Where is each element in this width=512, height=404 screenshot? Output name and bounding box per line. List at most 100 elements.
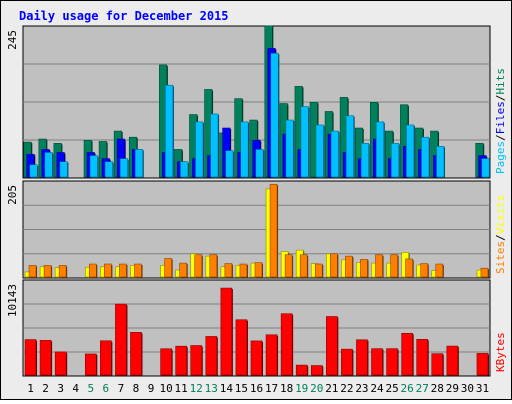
bar-pages-day-3 bbox=[59, 161, 68, 178]
legend-item-visits: Visits bbox=[494, 195, 507, 235]
legend-item-sites: Sites bbox=[494, 241, 507, 274]
x-tick-label-23: 23 bbox=[355, 382, 368, 395]
bar-pages-day-21 bbox=[330, 130, 339, 178]
bar-kbytes-day-24 bbox=[371, 348, 383, 376]
bar-pages-day-8 bbox=[134, 149, 144, 178]
bar-kbytes-day-21 bbox=[326, 316, 338, 376]
bar-pages-day-2 bbox=[44, 152, 53, 178]
legend-top: Pages/Files/Hits bbox=[494, 68, 507, 174]
bar-pages-day-1 bbox=[29, 164, 38, 178]
bar-kbytes-day-18 bbox=[280, 313, 293, 376]
bar-sites-day-18 bbox=[284, 254, 293, 278]
x-tick-label-18: 18 bbox=[280, 382, 293, 395]
x-tick-label-30: 30 bbox=[461, 382, 474, 395]
bar-kbytes-day-23 bbox=[356, 339, 368, 376]
bar-pages-day-6 bbox=[104, 161, 113, 178]
legend-bottom: KBytes bbox=[494, 332, 507, 372]
bar-kbytes-day-11 bbox=[175, 345, 187, 376]
bar-pages-day-12 bbox=[195, 121, 204, 178]
y-max-label: 10143 bbox=[6, 284, 19, 317]
bar-kbytes-day-10 bbox=[160, 348, 172, 376]
x-tick-label-13: 13 bbox=[205, 382, 218, 395]
x-tick-label-29: 29 bbox=[446, 382, 459, 395]
bar-sites-day-23 bbox=[360, 259, 368, 278]
bar-kbytes-day-15 bbox=[235, 319, 248, 376]
bar-kbytes-day-25 bbox=[386, 348, 398, 376]
x-tick-label-24: 24 bbox=[370, 382, 384, 395]
legend-separator: / bbox=[494, 95, 507, 102]
bar-sites-day-21 bbox=[330, 253, 338, 278]
bar-kbytes-day-6 bbox=[100, 340, 112, 376]
bar-pages-day-31 bbox=[481, 158, 490, 178]
legend-item-hits: Hits bbox=[494, 68, 507, 95]
bar-sites-day-14 bbox=[224, 263, 233, 278]
x-tick-label-4: 4 bbox=[72, 382, 79, 395]
x-tick-label-7: 7 bbox=[118, 382, 125, 395]
panel-visits-sites: 205 bbox=[6, 180, 491, 279]
x-tick-label-3: 3 bbox=[57, 382, 64, 395]
bar-sites-day-8 bbox=[134, 263, 142, 278]
bar-kbytes-day-12 bbox=[190, 345, 203, 376]
bar-sites-day-5 bbox=[88, 263, 97, 278]
bar-sites-day-12 bbox=[194, 254, 203, 278]
bar-kbytes-day-16 bbox=[250, 340, 263, 376]
x-tick-label-15: 15 bbox=[235, 382, 248, 395]
x-tick-label-5: 5 bbox=[87, 382, 94, 395]
legend-separator: / bbox=[494, 234, 507, 241]
legend-middle: Sites/Visits bbox=[494, 195, 507, 275]
x-tick-label-8: 8 bbox=[133, 382, 140, 395]
bar-kbytes-day-8 bbox=[130, 332, 142, 376]
bar-pages-day-13 bbox=[210, 113, 219, 178]
bar-pages-day-25 bbox=[391, 143, 400, 178]
bar-kbytes-day-29 bbox=[446, 345, 459, 376]
legend-separator: / bbox=[494, 134, 507, 141]
bar-kbytes-day-13 bbox=[205, 336, 218, 376]
bar-pages-day-14 bbox=[225, 150, 234, 178]
bar-kbytes-day-1 bbox=[24, 339, 37, 376]
bar-pages-day-20 bbox=[315, 124, 324, 178]
x-tick-label-14: 14 bbox=[220, 382, 234, 395]
bar-kbytes-day-27 bbox=[416, 339, 429, 376]
bar-sites-day-6 bbox=[104, 263, 112, 278]
x-tick-label-10: 10 bbox=[159, 382, 172, 395]
x-tick-label-17: 17 bbox=[265, 382, 278, 395]
bar-sites-day-15 bbox=[239, 263, 248, 278]
chart-title: Daily usage for December 2015 bbox=[19, 9, 229, 23]
bar-sites-day-25 bbox=[390, 254, 398, 278]
bar-sites-day-17 bbox=[269, 184, 278, 278]
y-max-label: 245 bbox=[6, 30, 19, 50]
bar-pages-day-18 bbox=[285, 119, 294, 178]
bar-sites-day-1 bbox=[28, 265, 37, 278]
x-tick-label-12: 12 bbox=[190, 382, 203, 395]
bar-pages-day-19 bbox=[300, 106, 309, 178]
bar-kbytes-day-14 bbox=[220, 287, 233, 376]
bar-sites-day-27 bbox=[420, 263, 429, 278]
x-tick-label-28: 28 bbox=[431, 382, 444, 395]
bar-kbytes-day-20 bbox=[310, 365, 323, 376]
x-tick-label-2: 2 bbox=[42, 382, 49, 395]
bar-sites-day-7 bbox=[119, 263, 127, 278]
y-max-label: 205 bbox=[6, 185, 19, 205]
bar-sites-day-31 bbox=[480, 267, 489, 278]
x-tick-label-11: 11 bbox=[175, 382, 188, 395]
x-tick-label-26: 26 bbox=[401, 382, 414, 395]
bar-pages-day-22 bbox=[345, 115, 354, 178]
bar-kbytes-day-17 bbox=[265, 334, 278, 376]
bar-kbytes-day-5 bbox=[84, 353, 97, 376]
bar-sites-day-19 bbox=[299, 254, 308, 278]
bar-pages-day-10 bbox=[165, 84, 174, 178]
legend-item-kbytes: KBytes bbox=[494, 332, 507, 372]
bar-sites-day-3 bbox=[58, 265, 67, 278]
bar-pages-day-11 bbox=[180, 161, 189, 178]
x-tick-label-6: 6 bbox=[103, 382, 110, 395]
bar-pages-day-16 bbox=[255, 149, 264, 178]
legend-item-files: Files bbox=[494, 101, 507, 134]
x-tick-label-1: 1 bbox=[27, 382, 34, 395]
x-tick-label-20: 20 bbox=[310, 382, 323, 395]
x-tick-label-31: 31 bbox=[476, 382, 489, 395]
bar-kbytes-day-31 bbox=[476, 353, 489, 376]
x-tick-label-21: 21 bbox=[325, 382, 338, 395]
panel-kbytes: 10143 bbox=[6, 279, 491, 377]
